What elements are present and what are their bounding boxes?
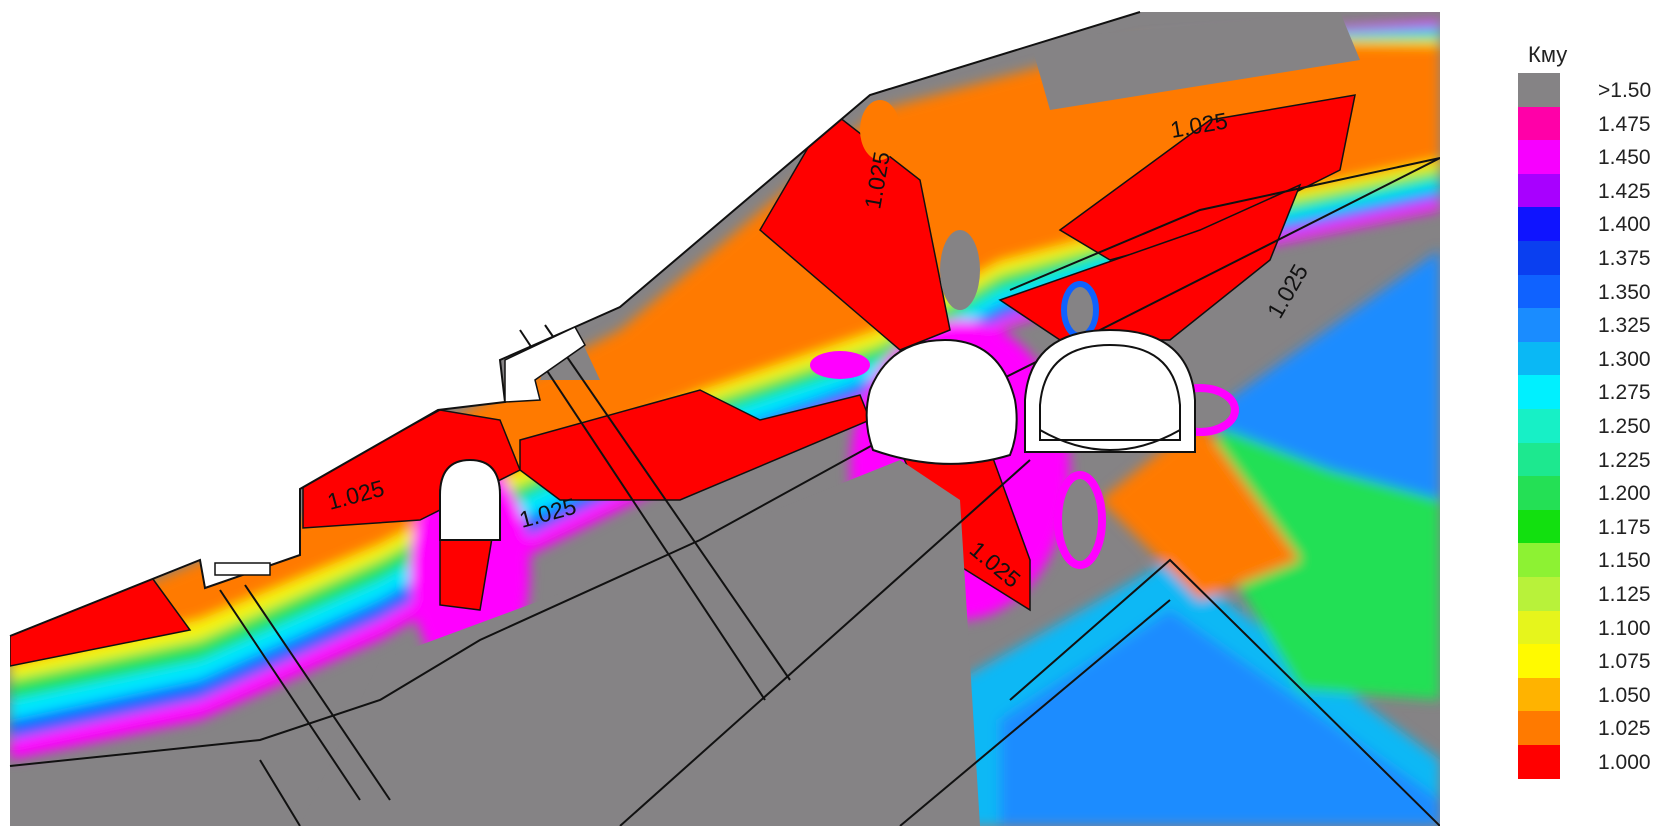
- portal-outline: [504, 326, 586, 403]
- legend-label: 1.050: [1598, 683, 1651, 707]
- legend-swatch: [1518, 274, 1560, 309]
- fault-line-3: [519, 329, 766, 701]
- legend-label: 1.475: [1598, 112, 1651, 136]
- fault-line-2: [244, 584, 391, 801]
- legend-swatch: [1518, 308, 1560, 342]
- legend-swatch: [1518, 476, 1560, 510]
- legend-row: 1.050: [1518, 677, 1668, 714]
- legend-label: 1.400: [1598, 213, 1651, 237]
- right-tunnel-invert: [1039, 429, 1181, 451]
- legend-row: 1.125: [1518, 577, 1668, 613]
- legend-row: 1.225: [1518, 442, 1668, 479]
- legend-swatch: [1518, 745, 1560, 779]
- legend-label: 1.175: [1598, 515, 1651, 539]
- fault-line-7: [899, 599, 1171, 826]
- legend-swatch: [1518, 543, 1560, 577]
- legend-swatch: [1518, 73, 1560, 107]
- retaining-wall: [214, 562, 271, 576]
- legend-row: 1.475: [1518, 106, 1668, 143]
- legend-row: 1.425: [1518, 173, 1668, 210]
- red-zone-upper-right: [1058, 94, 1356, 261]
- gray-lower-middle: [300, 460, 980, 826]
- right-large-tunnel-inner: [1039, 343, 1181, 441]
- portal-structure: [214, 326, 586, 576]
- fault-line-4: [544, 324, 791, 681]
- safety-factor-contour-plot: 1.025 1.025 1.025 1.025 1.025 1.025: [9, 11, 1440, 826]
- legend-swatch: [1518, 207, 1560, 241]
- legend-row: 1.175: [1518, 509, 1668, 546]
- legend-swatch: [1518, 140, 1560, 174]
- legend-label: 1.100: [1598, 616, 1651, 640]
- legend-label: 1.250: [1598, 415, 1651, 438]
- legend-row: >1.50: [1518, 73, 1668, 109]
- band-right-blue: [1200, 250, 1440, 500]
- legend-label: 1.075: [1598, 650, 1651, 674]
- lobe-gray-1: [940, 230, 980, 310]
- small-tunnel: [439, 458, 501, 541]
- legend-swatch: [1518, 409, 1560, 443]
- legend-row: 1.000: [1518, 745, 1668, 781]
- legend-row: 1.250: [1518, 409, 1668, 445]
- legend-label: 1.150: [1598, 549, 1651, 573]
- ground-surface-line: [9, 11, 1141, 637]
- legend-label: 1.125: [1598, 583, 1651, 606]
- fault-line-6: [619, 459, 1031, 826]
- legend-swatch: [1518, 509, 1560, 544]
- legend-swatch: [1518, 442, 1560, 477]
- band-right-orange: [1100, 420, 1300, 600]
- tunnels: [439, 328, 1196, 541]
- legend-row: 1.150: [1518, 543, 1668, 579]
- legend-swatch: [1518, 173, 1560, 208]
- legend-row: 1.075: [1518, 644, 1668, 680]
- wedge-outline: [1009, 558, 1440, 826]
- legend-row: 1.450: [1518, 140, 1668, 176]
- legend-swatch: [1518, 677, 1560, 712]
- geological-lines: [9, 11, 1440, 826]
- fault-line-1: [219, 589, 361, 801]
- legend-label: 1.225: [1598, 448, 1651, 472]
- band-wedge-blue: [1000, 610, 1440, 826]
- left-large-tunnel: [865, 338, 1018, 465]
- legend-row: 1.350: [1518, 274, 1668, 311]
- legend-swatch: [1518, 644, 1560, 678]
- legend-swatch: [1518, 610, 1560, 645]
- legend-label: 1.200: [1598, 482, 1651, 506]
- legend-row: 1.400: [1518, 207, 1668, 243]
- contour-field: [10, 12, 1440, 826]
- legend-row: 1.100: [1518, 610, 1668, 647]
- lobe-gray-4: [1061, 281, 1099, 339]
- legend-swatch: [1518, 341, 1560, 376]
- legend-swatch: [1518, 577, 1560, 611]
- legend-label: 1.450: [1598, 146, 1651, 170]
- legend-label: 1.275: [1598, 381, 1651, 405]
- legend-row: 1.200: [1518, 476, 1668, 512]
- legend-swatch: [1518, 106, 1560, 141]
- legend-label: 1.025: [1598, 717, 1651, 741]
- lobe-magenta-1: [810, 351, 870, 379]
- lobe-gray-3: [1054, 471, 1106, 569]
- layer-boundary-upper: [1009, 157, 1440, 291]
- legend-row: 1.300: [1518, 341, 1668, 378]
- field-bands: [10, 20, 1440, 826]
- legend-title: Кму: [1528, 42, 1568, 67]
- legend-label: >1.50: [1598, 79, 1652, 102]
- legend-label: 1.425: [1598, 179, 1651, 203]
- legend-swatch: [1518, 241, 1560, 275]
- legend-row: 1.275: [1518, 375, 1668, 411]
- legend-label: 1.375: [1598, 247, 1651, 270]
- legend-row: 1.025: [1518, 711, 1668, 747]
- legend-row: 1.375: [1518, 241, 1668, 277]
- legend-label: 1.350: [1598, 280, 1651, 304]
- legend-label: 1.000: [1598, 751, 1651, 774]
- legend-swatch: [1518, 375, 1560, 409]
- legend-label: 1.300: [1598, 347, 1651, 371]
- lobe-orange-1: [860, 100, 900, 160]
- legend-row: 1.325: [1518, 308, 1668, 344]
- fault-line-5: [259, 759, 301, 826]
- legend-label: 1.325: [1598, 314, 1651, 338]
- gray-upper-right: [1030, 12, 1360, 110]
- legend-swatch: [1518, 711, 1560, 745]
